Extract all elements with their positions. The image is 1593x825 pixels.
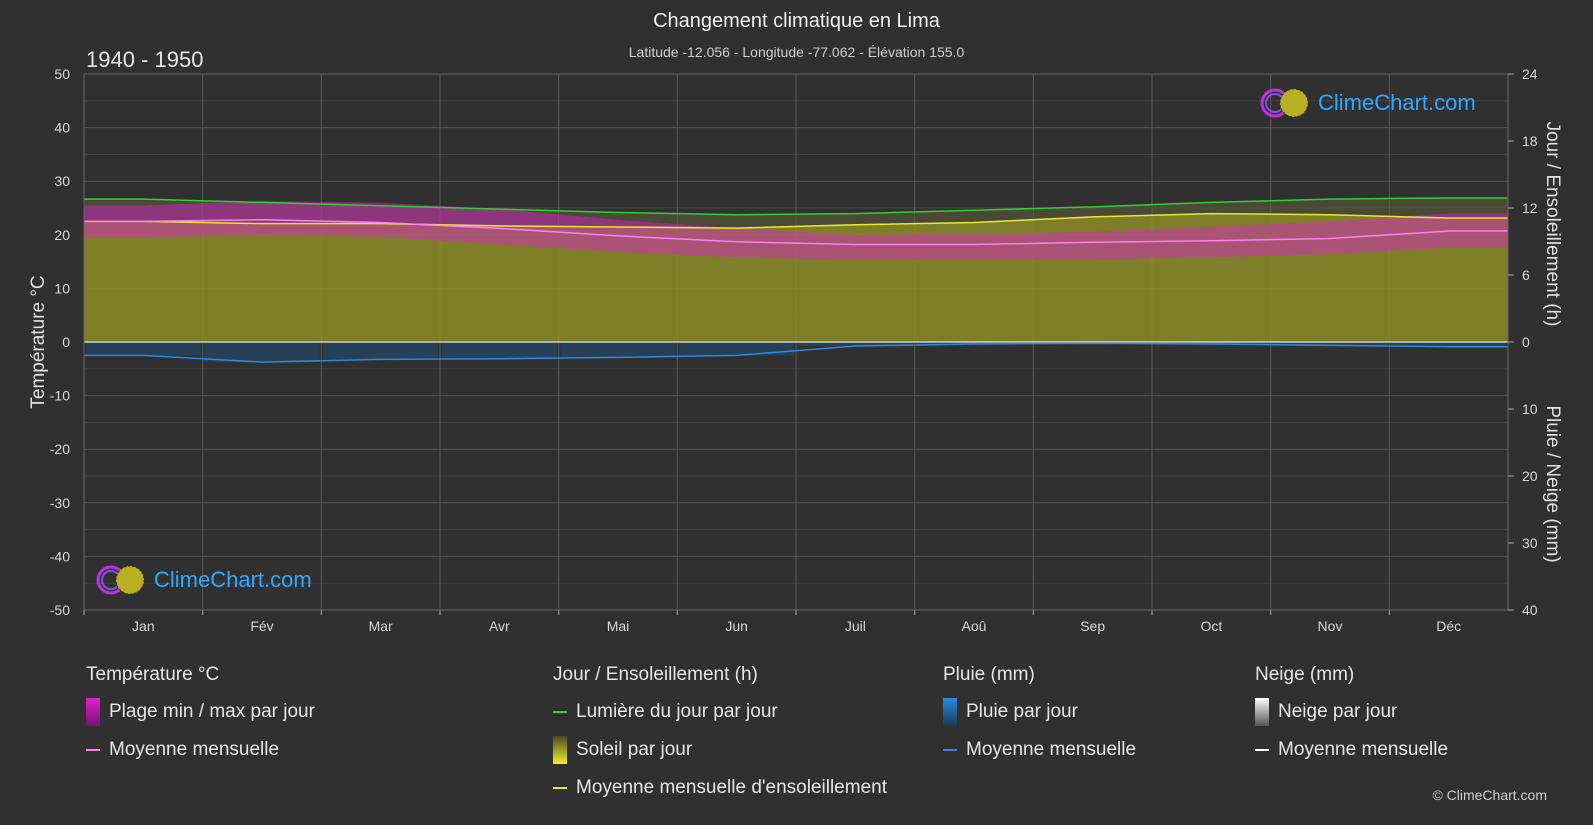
legend-sun-head: Jour / Ensoleillement (h) [553, 664, 758, 685]
swatch-snow-mean [1255, 749, 1269, 751]
x-tick-label: Jan [132, 618, 155, 634]
rain-bar [679, 342, 794, 356]
y-right-top-tick: 18 [1522, 133, 1538, 149]
logo-bottom: ClimeChart.com [94, 563, 312, 597]
legend-temperature: Température °C Plage min / max par jour … [86, 664, 315, 776]
legend-label: Soleil par jour [576, 739, 693, 760]
y-left-tick: 10 [54, 280, 70, 296]
logo-icon [1260, 88, 1309, 118]
x-tick-label: Jun [725, 618, 748, 634]
y-left-tick: 50 [54, 66, 70, 82]
logo-top: ClimeChart.com [1258, 86, 1476, 120]
legend-label: Moyenne mensuelle [109, 739, 280, 760]
daylight-line [84, 197, 1508, 216]
x-tick-label: Oct [1200, 618, 1222, 634]
chart-subtitle: Latitude -12.056 - Longitude -77.062 - É… [628, 44, 965, 60]
swatch-temp-mean [86, 749, 100, 751]
rain-bar [1154, 342, 1269, 345]
rain-bar [798, 342, 913, 347]
legend-item: Neige par jour [1255, 698, 1448, 726]
legend-item: Soleil par jour [553, 736, 887, 764]
y-right-bottom-tick: 30 [1522, 535, 1538, 551]
sunshine-area [84, 213, 1508, 342]
temp-range-area [84, 201, 1508, 260]
y-left-tick: -20 [50, 441, 70, 457]
legend-snow-head: Neige (mm) [1255, 664, 1355, 685]
legend-item: Pluie par jour [943, 698, 1136, 726]
x-tick-label: Aoû [962, 618, 987, 634]
rain-bar [323, 342, 438, 360]
y-left-tick: -50 [50, 602, 70, 618]
y-right-top-tick: 24 [1522, 66, 1538, 82]
y-left-tick: -10 [50, 388, 70, 404]
legend-item: Lumière du jour par jour [553, 700, 887, 724]
logo-icon [96, 565, 145, 595]
y-right-bottom-tick: 40 [1522, 602, 1538, 618]
swatch-daylight [553, 711, 567, 713]
daylight-band [84, 197, 1508, 229]
y-left-tick: 0 [62, 334, 70, 350]
swatch-rain-mean [943, 749, 957, 751]
legend-label: Pluie par jour [966, 701, 1078, 722]
swatch-snow [1255, 698, 1269, 726]
legend-label: Neige par jour [1278, 701, 1398, 722]
x-tick-label: Nov [1318, 618, 1343, 634]
legend-rain: Pluie (mm) Pluie par jour Moyenne mensue… [943, 664, 1136, 776]
y-right-bottom-tick: 10 [1522, 401, 1538, 417]
legend-sun: Jour / Ensoleillement (h) Lumière du jou… [553, 664, 887, 814]
rain-bar [204, 342, 320, 363]
legend-item: Moyenne mensuelle [943, 738, 1136, 762]
rain-bar [560, 342, 676, 358]
legend-label: Moyenne mensuelle [966, 739, 1137, 760]
y-left-tick: -30 [50, 495, 70, 511]
x-tick-label: Juil [845, 618, 866, 634]
rain-bar [442, 342, 557, 359]
legend-label: Moyenne mensuelle [1278, 739, 1449, 760]
swatch-sunshine [553, 736, 567, 764]
swatch-rain [943, 698, 957, 726]
rain-mean-line [84, 342, 1508, 363]
legend-rain-head: Pluie (mm) [943, 664, 1035, 685]
y-left-label: Température °C [28, 275, 49, 408]
y-left-tick: 20 [54, 227, 70, 243]
rain-bar [1391, 342, 1506, 347]
legend-snow: Neige (mm) Neige par jour Moyenne mensue… [1255, 664, 1448, 776]
y-left-tick: -40 [50, 548, 70, 564]
period-label: 1940 - 1950 [86, 47, 204, 72]
x-tick-label: Fév [250, 618, 273, 634]
x-tick-label: Sep [1080, 618, 1105, 634]
y-right-bottom-label: Pluie / Neige (mm) [1542, 405, 1563, 562]
legend-temperature-head: Température °C [86, 664, 220, 685]
legend-label: Lumière du jour par jour [576, 701, 778, 722]
rain-bar [916, 342, 1032, 345]
legend-item: Plage min / max par jour [86, 698, 315, 726]
sunshine-mean-line [84, 212, 1508, 229]
legend-label: Plage min / max par jour [109, 701, 315, 722]
x-tick-label: Mar [369, 618, 393, 634]
logo-text: ClimeChart.com [1318, 90, 1476, 115]
temp-mean-line [84, 219, 1508, 246]
legend-item: Moyenne mensuelle d'ensoleillement [553, 776, 887, 800]
y-right-top-label: Jour / Ensoleillement (h) [1542, 122, 1563, 327]
legend-label: Moyenne mensuelle d'ensoleillement [576, 777, 887, 798]
legend-item: Moyenne mensuelle [86, 738, 315, 762]
logo-text: ClimeChart.com [154, 567, 312, 592]
x-tick-label: Déc [1436, 618, 1461, 634]
rain-bar [86, 342, 201, 356]
copyright: © ClimeChart.com [1432, 787, 1547, 803]
legend-item: Moyenne mensuelle [1255, 738, 1448, 762]
swatch-sunshine-mean [553, 787, 567, 789]
x-tick-label: Mai [607, 618, 630, 634]
y-left-tick: 40 [54, 120, 70, 136]
y-right-top-tick: 0 [1522, 334, 1530, 350]
chart-title: Changement climatique en Lima [653, 10, 940, 32]
y-right-top-tick: 12 [1522, 200, 1538, 216]
y-right-bottom-tick: 20 [1522, 468, 1538, 484]
y-right-top-tick: 6 [1522, 267, 1530, 283]
swatch-temp-range [86, 698, 100, 726]
rain-bar [1272, 342, 1388, 346]
x-tick-label: Avr [489, 618, 510, 634]
y-left-tick: 30 [54, 173, 70, 189]
